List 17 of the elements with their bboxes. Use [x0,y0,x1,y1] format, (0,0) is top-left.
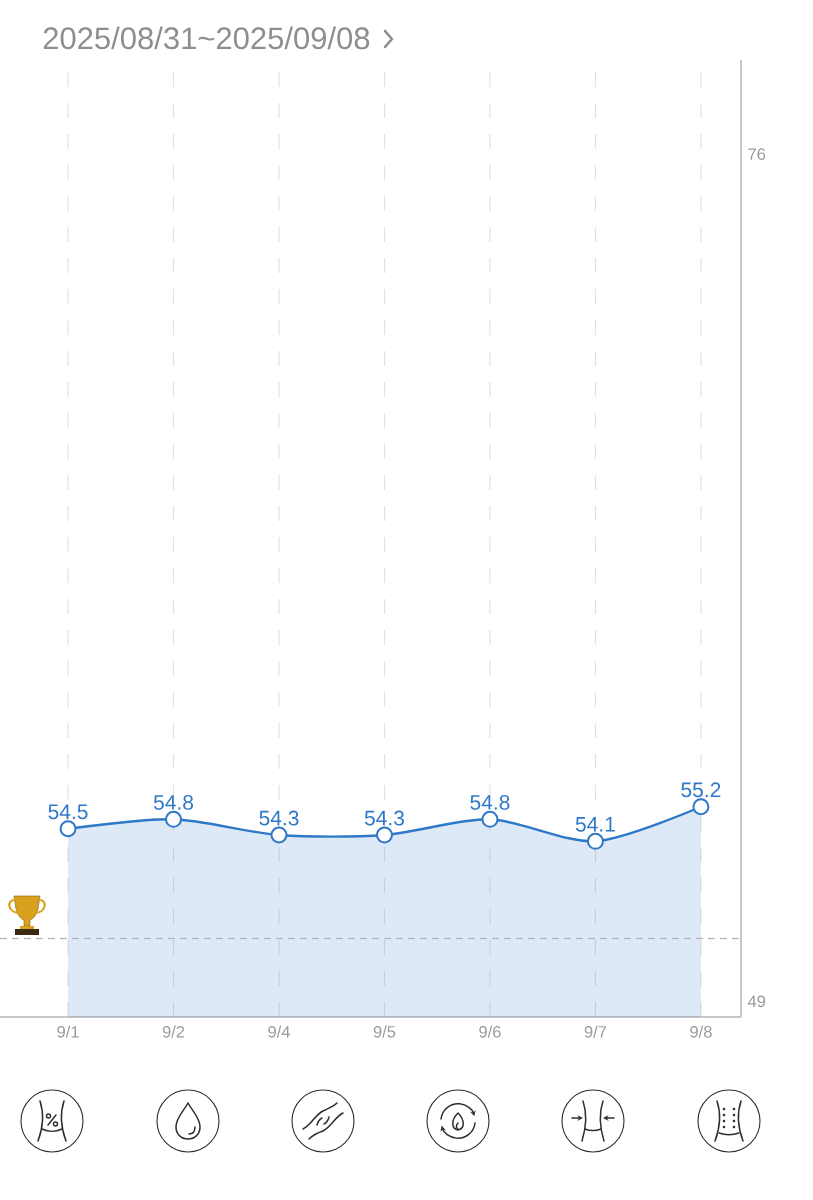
x-tick-label: 9/5 [373,1025,396,1038]
data-label: 54.8 [470,794,510,810]
x-tick-label: 9/4 [268,1025,290,1038]
data-label: 54.5 [48,804,88,820]
x-tick-label: 9/2 [162,1025,185,1038]
data-label: 54.8 [153,794,194,810]
data-label: 54.3 [364,810,404,826]
x-tick-label: 9/8 [690,1025,712,1038]
data-label: 54.3 [259,810,299,826]
data-label: 54.1 [575,817,615,832]
y-tick-label: 49 [747,995,766,1008]
data-label: 55.2 [681,782,721,798]
x-tick-label: 9/7 [584,1025,607,1038]
y-tick-label: 76 [748,148,766,160]
x-tick-label: 9/1 [57,1025,79,1038]
chart-title: 2025/08/31~2025/09/08 [43,26,370,50]
x-tick-label: 9/6 [479,1025,501,1038]
